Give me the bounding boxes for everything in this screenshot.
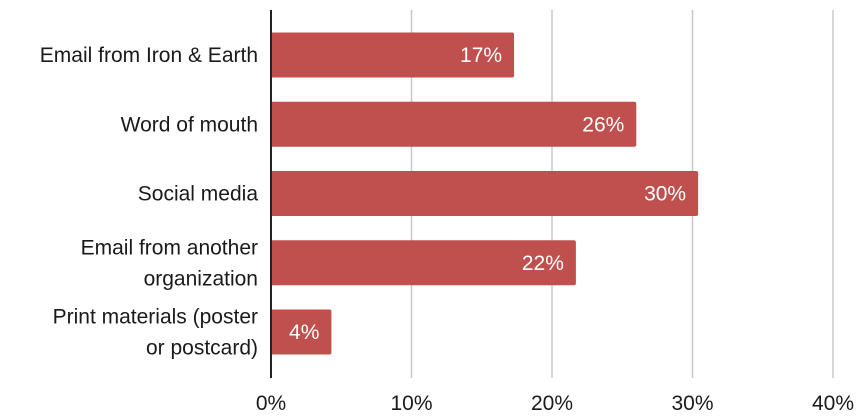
x-tick-label: 30% [671, 392, 713, 415]
bars [271, 32, 699, 355]
bar [271, 101, 637, 147]
bar [271, 309, 332, 355]
data-label: 17% [460, 44, 502, 67]
x-tick-label: 0% [256, 392, 286, 415]
x-tick-label: 20% [531, 392, 573, 415]
bar [271, 240, 576, 286]
labels: 0% 10% 20% 30% 40% 17% Email from Iron & Earth… [40, 44, 854, 415]
data-label: 30% [644, 183, 686, 206]
x-tick-label: 10% [390, 392, 432, 415]
category-label: or postcard) [146, 337, 258, 360]
x-tick-label: 40% [812, 392, 854, 415]
category-label: Email from Iron & Earth [40, 44, 258, 67]
category-label: Word of mouth [121, 113, 258, 136]
category-label: Social media [138, 183, 259, 206]
bar [271, 32, 515, 78]
bar [271, 171, 699, 216]
category-label: organization [144, 267, 258, 290]
data-label: 26% [582, 113, 624, 136]
category-label: Print materials (poster [53, 306, 258, 329]
category-label: Email from another [81, 236, 258, 259]
data-label: 22% [522, 252, 564, 275]
data-label: 4% [289, 321, 319, 344]
